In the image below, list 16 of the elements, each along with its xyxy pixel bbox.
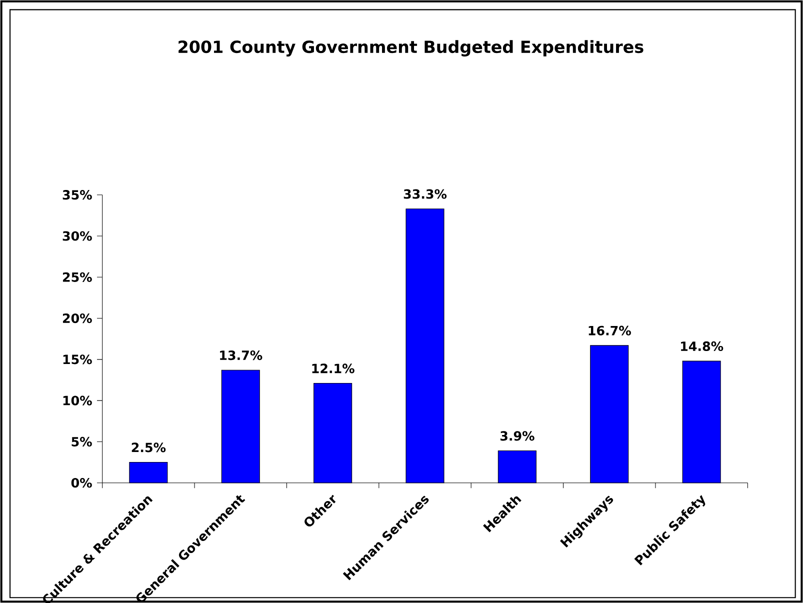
data-label: 33.3% [404,189,447,199]
y-tick-label: 10% [63,396,92,406]
chart-title: 2001 County Government Budgeted Expenditures [178,40,644,56]
y-tick-label: 15% [63,354,92,364]
data-label: 12.1% [312,364,354,374]
y-tick-label: 35% [62,190,92,200]
y-tick-label: 0% [71,478,92,488]
y-tick-label: 5% [72,436,92,447]
data-label: 13.7% [220,350,262,360]
y-tick-label: 20% [62,313,92,324]
data-label: 16.7% [588,326,631,336]
y-tick-label: 25% [62,272,92,282]
data-label: 2.5% [132,442,166,452]
y-tick-label: 30% [62,231,92,241]
data-label: 14.8% [681,341,724,352]
data-label: 3.9% [500,431,534,441]
